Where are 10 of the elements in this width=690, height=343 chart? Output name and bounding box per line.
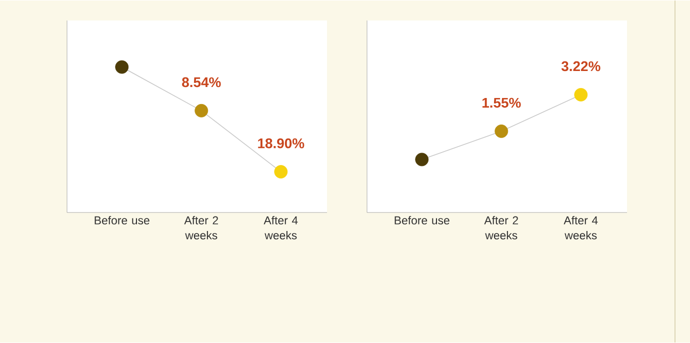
x-tick-label: Before use [94,216,150,224]
x-tick-label: Before use [394,216,450,224]
x-tick-label: After 4 weeks [564,216,598,240]
x-tick-label: After 2 weeks [184,216,218,240]
annotation: 3.22% [561,61,600,72]
x-tick-label: After 2 weeks [484,216,518,240]
annotation: 8.54% [182,77,221,88]
x-tick-label: After 4 weeks [264,216,298,240]
annotation: 1.55% [482,98,521,108]
annotation: 18.90% [258,138,304,148]
